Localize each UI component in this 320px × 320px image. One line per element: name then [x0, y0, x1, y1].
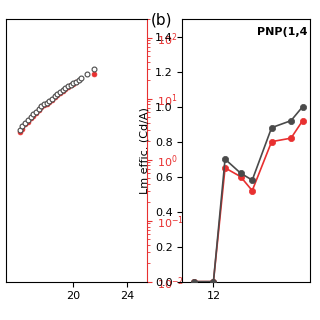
Y-axis label: Luminance (Cd m$^{-2}$): Luminance (Cd m$^{-2}$)	[183, 93, 201, 208]
Y-axis label: Lm effic. (Cd/A): Lm effic. (Cd/A)	[140, 107, 149, 194]
Text: PNP(1,4: PNP(1,4	[257, 27, 308, 37]
Text: (b): (b)	[150, 13, 172, 28]
